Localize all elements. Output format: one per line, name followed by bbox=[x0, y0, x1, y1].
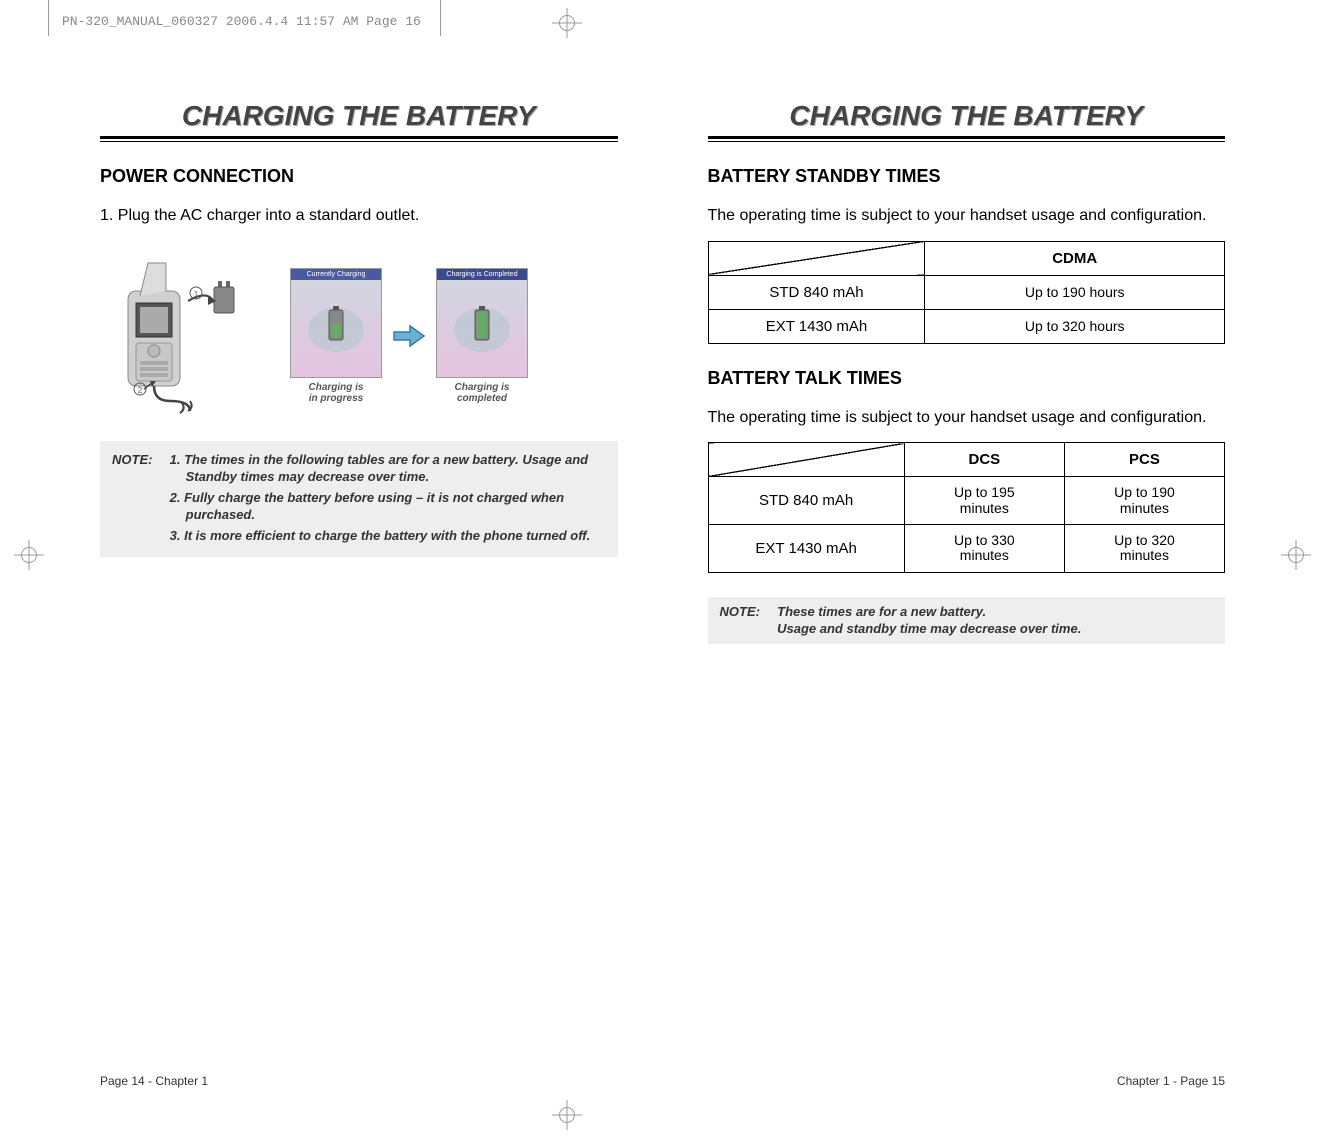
table-diag-cell bbox=[708, 443, 904, 477]
caption-line: completed bbox=[457, 393, 507, 404]
cell-line: minutes bbox=[960, 547, 1009, 563]
note-box: NOTE: 1. The times in the following tabl… bbox=[100, 441, 618, 558]
registration-mark-icon bbox=[14, 540, 44, 570]
table-row: CDMA bbox=[708, 241, 1225, 275]
note-box: NOTE: These times are for a new battery.… bbox=[708, 597, 1226, 644]
print-header-meta: PN-320_MANUAL_060327 2006.4.4 11:57 AM P… bbox=[62, 14, 421, 29]
arrow-right-icon bbox=[392, 324, 426, 348]
table-cell: STD 840 mAh bbox=[708, 477, 904, 525]
cell-line: Up to 330 bbox=[954, 532, 1015, 548]
standby-table: CDMA STD 840 mAh Up to 190 hours EXT 143… bbox=[708, 241, 1226, 344]
note-item: Usage and standby time may decrease over… bbox=[777, 620, 1211, 638]
title-underline bbox=[100, 136, 618, 142]
table-cell: Up to 195 minutes bbox=[904, 477, 1064, 525]
section-heading-power-connection: POWER CONNECTION bbox=[100, 166, 618, 187]
registration-mark-icon bbox=[552, 8, 582, 38]
table-header: CDMA bbox=[925, 241, 1225, 275]
note-item: 1. The times in the following tables are… bbox=[170, 451, 604, 486]
page-spread: CHARGING THE BATTERY POWER CONNECTION 1.… bbox=[100, 100, 1225, 1058]
crop-mark bbox=[440, 0, 441, 36]
step-text: 1. Plug the AC charger into a standard o… bbox=[100, 205, 618, 227]
phone-charger-illustration: 1 2 bbox=[110, 251, 280, 421]
note-item: 2. Fully charge the battery before using… bbox=[170, 489, 604, 524]
table-cell: EXT 1430 mAh bbox=[708, 309, 925, 343]
table-diag-cell bbox=[708, 241, 925, 275]
table-header: PCS bbox=[1064, 443, 1224, 477]
table-header: DCS bbox=[904, 443, 1064, 477]
body-text: The operating time is subject to your ha… bbox=[708, 407, 1226, 429]
section-heading-talk: BATTERY TALK TIMES bbox=[708, 368, 1226, 389]
page-title: CHARGING THE BATTERY bbox=[708, 100, 1226, 136]
svg-text:2: 2 bbox=[138, 386, 143, 395]
cell-line: Up to 320 bbox=[1114, 532, 1175, 548]
page-footer-right: Chapter 1 - Page 15 bbox=[1117, 1074, 1225, 1088]
page-title: CHARGING THE BATTERY bbox=[100, 100, 618, 136]
table-row: STD 840 mAh Up to 195 minutes Up to 190 … bbox=[708, 477, 1225, 525]
caption-line: Charging is bbox=[454, 382, 509, 393]
screen-caption: Charging is in progress bbox=[308, 382, 363, 404]
screen-caption: Charging is completed bbox=[454, 382, 509, 404]
table-row: DCS PCS bbox=[708, 443, 1225, 477]
cell-line: minutes bbox=[1120, 547, 1169, 563]
note-label: NOTE: bbox=[112, 451, 166, 469]
table-cell: Up to 320 hours bbox=[925, 309, 1225, 343]
registration-mark-icon bbox=[552, 1100, 582, 1130]
note-item: 3. It is more efficient to charge the ba… bbox=[170, 527, 604, 545]
crop-mark bbox=[48, 0, 49, 36]
page-footer-left: Page 14 - Chapter 1 bbox=[100, 1074, 208, 1088]
table-row: EXT 1430 mAh Up to 320 hours bbox=[708, 309, 1225, 343]
table-cell: Up to 320 minutes bbox=[1064, 524, 1224, 572]
body-text: The operating time is subject to your ha… bbox=[708, 205, 1226, 227]
note-item: These times are for a new battery. bbox=[777, 603, 1211, 621]
cell-line: minutes bbox=[1120, 500, 1169, 516]
cell-line: Up to 195 bbox=[954, 484, 1015, 500]
table-cell: EXT 1430 mAh bbox=[708, 524, 904, 572]
screen-banner-text: Currently Charging bbox=[291, 269, 381, 280]
note-label: NOTE: bbox=[720, 603, 774, 621]
table-cell: Up to 190 hours bbox=[925, 275, 1225, 309]
caption-line: in progress bbox=[309, 393, 363, 404]
talk-table: DCS PCS STD 840 mAh Up to 195 minutes Up… bbox=[708, 442, 1226, 573]
cell-line: Up to 190 bbox=[1114, 484, 1175, 500]
cell-line: minutes bbox=[960, 500, 1009, 516]
charging-screen-1: Currently Charging Charging is in progre… bbox=[290, 268, 382, 404]
registration-mark-icon bbox=[1281, 540, 1311, 570]
battery-charging-icon bbox=[301, 280, 371, 360]
title-underline bbox=[708, 136, 1226, 142]
caption-line: Charging is bbox=[308, 382, 363, 393]
charging-screen-2: Charging is Completed Charging is comple… bbox=[436, 268, 528, 404]
table-cell: STD 840 mAh bbox=[708, 275, 925, 309]
table-row: EXT 1430 mAh Up to 330 minutes Up to 320… bbox=[708, 524, 1225, 572]
battery-full-icon bbox=[447, 280, 517, 360]
section-heading-standby: BATTERY STANDBY TIMES bbox=[708, 166, 1226, 187]
screen-banner-text: Charging is Completed bbox=[437, 269, 527, 280]
table-cell: Up to 190 minutes bbox=[1064, 477, 1224, 525]
right-page: CHARGING THE BATTERY BATTERY STANDBY TIM… bbox=[708, 100, 1226, 1058]
left-page: CHARGING THE BATTERY POWER CONNECTION 1.… bbox=[100, 100, 618, 1058]
table-row: STD 840 mAh Up to 190 hours bbox=[708, 275, 1225, 309]
table-cell: Up to 330 minutes bbox=[904, 524, 1064, 572]
figure-row: 1 2 Currently Charging bbox=[110, 251, 618, 421]
svg-text:1: 1 bbox=[194, 290, 199, 299]
